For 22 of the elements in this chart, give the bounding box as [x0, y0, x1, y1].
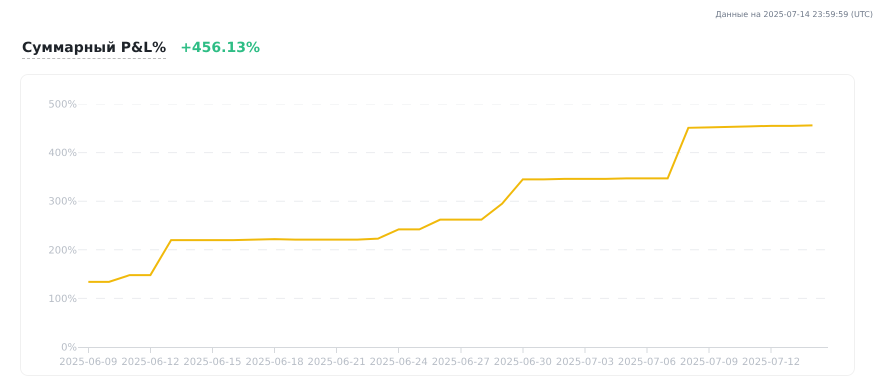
line-series: [87, 124, 814, 283]
x-tick-label: 2025-06-12: [121, 357, 180, 368]
chart-title: Суммарный P&L%: [22, 40, 166, 59]
x-tick-label: 2025-07-09: [680, 357, 738, 368]
x-tick-label: 2025-06-30: [494, 357, 552, 368]
x-tick-label: 2025-06-15: [183, 357, 242, 368]
y-tick-label: 500%: [48, 100, 77, 110]
x-tick-label: 2025-06-18: [245, 357, 304, 368]
x-tick-label: 2025-07-03: [556, 357, 614, 368]
y-tick-label: 400%: [48, 148, 77, 160]
x-tick-label: 2025-07-12: [742, 357, 800, 368]
x-tick-label: 2025-06-27: [432, 357, 490, 368]
text: Данные на 2025-07-14 23:59:59 (UTC): [715, 10, 873, 19]
chart-subtitle: +456.13%: [180, 40, 260, 56]
y-tick-label: 200%: [48, 245, 77, 256]
y-tick-label: 300%: [48, 196, 77, 208]
x-tick-label: 2025-07-06: [618, 357, 676, 368]
y-tick-label: 100%: [48, 294, 77, 305]
x-tick-label: 2025-06-21: [308, 357, 366, 368]
x-tick-label: 2025-06-09: [59, 357, 118, 368]
x-tick-label: 2025-06-24: [370, 357, 428, 368]
y-tick-label: 0%: [61, 342, 77, 354]
